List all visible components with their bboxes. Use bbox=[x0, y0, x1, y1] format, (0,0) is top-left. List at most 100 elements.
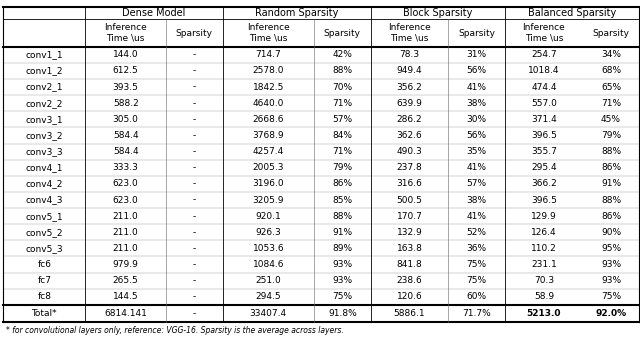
Text: 294.5: 294.5 bbox=[255, 292, 281, 301]
Text: 38%: 38% bbox=[467, 196, 487, 205]
Text: Random Sparsity: Random Sparsity bbox=[255, 8, 339, 18]
Text: -: - bbox=[193, 131, 196, 140]
Text: 41%: 41% bbox=[467, 163, 486, 172]
Text: 333.3: 333.3 bbox=[113, 163, 139, 172]
Text: 714.7: 714.7 bbox=[255, 50, 281, 59]
Text: conv3_1: conv3_1 bbox=[26, 115, 63, 124]
Text: -: - bbox=[193, 276, 196, 285]
Text: 1842.5: 1842.5 bbox=[253, 82, 284, 92]
Text: conv2_1: conv2_1 bbox=[26, 82, 63, 92]
Text: 979.9: 979.9 bbox=[113, 260, 139, 269]
Text: -: - bbox=[193, 147, 196, 156]
Text: 588.2: 588.2 bbox=[113, 99, 138, 108]
Text: 1053.6: 1053.6 bbox=[252, 244, 284, 253]
Text: -: - bbox=[193, 115, 196, 124]
Text: 86%: 86% bbox=[601, 212, 621, 221]
Text: 949.4: 949.4 bbox=[397, 66, 422, 76]
Text: 110.2: 110.2 bbox=[531, 244, 557, 253]
Text: conv5_3: conv5_3 bbox=[26, 244, 63, 253]
Text: 78.3: 78.3 bbox=[399, 50, 420, 59]
Text: 91%: 91% bbox=[332, 228, 353, 237]
Text: 144.0: 144.0 bbox=[113, 50, 138, 59]
Text: * for convolutional layers only, reference: VGG-16. Sparsity is the average acro: * for convolutional layers only, referen… bbox=[6, 325, 344, 334]
Text: -: - bbox=[193, 99, 196, 108]
Text: conv5_2: conv5_2 bbox=[26, 228, 63, 237]
Text: 2578.0: 2578.0 bbox=[253, 66, 284, 76]
Text: 70%: 70% bbox=[332, 82, 353, 92]
Text: 71%: 71% bbox=[601, 99, 621, 108]
Text: 88%: 88% bbox=[332, 212, 353, 221]
Text: conv3_3: conv3_3 bbox=[26, 147, 63, 156]
Text: 56%: 56% bbox=[467, 131, 487, 140]
Text: 120.6: 120.6 bbox=[397, 292, 422, 301]
Text: 356.2: 356.2 bbox=[397, 82, 422, 92]
Text: 91.8%: 91.8% bbox=[328, 309, 356, 318]
Text: 366.2: 366.2 bbox=[531, 179, 557, 188]
Text: 33407.4: 33407.4 bbox=[250, 309, 287, 318]
Text: 132.9: 132.9 bbox=[397, 228, 422, 237]
Text: 79%: 79% bbox=[601, 131, 621, 140]
Text: 371.4: 371.4 bbox=[531, 115, 557, 124]
Text: 305.0: 305.0 bbox=[113, 115, 139, 124]
Text: 71.7%: 71.7% bbox=[462, 309, 491, 318]
Text: -: - bbox=[193, 260, 196, 269]
Text: 5213.0: 5213.0 bbox=[527, 309, 561, 318]
Text: 231.1: 231.1 bbox=[531, 260, 557, 269]
Text: Block Sparsity: Block Sparsity bbox=[403, 8, 472, 18]
Text: 584.4: 584.4 bbox=[113, 131, 138, 140]
Text: 84%: 84% bbox=[332, 131, 352, 140]
Text: 265.5: 265.5 bbox=[113, 276, 138, 285]
Text: conv2_2: conv2_2 bbox=[26, 99, 63, 108]
Text: 2668.6: 2668.6 bbox=[253, 115, 284, 124]
Text: 500.5: 500.5 bbox=[397, 196, 422, 205]
Text: 93%: 93% bbox=[601, 276, 621, 285]
Text: 93%: 93% bbox=[601, 260, 621, 269]
Text: -: - bbox=[193, 244, 196, 253]
Text: 841.8: 841.8 bbox=[397, 260, 422, 269]
Text: 57%: 57% bbox=[332, 115, 353, 124]
Text: 396.5: 396.5 bbox=[531, 196, 557, 205]
Text: 1084.6: 1084.6 bbox=[253, 260, 284, 269]
Text: 237.8: 237.8 bbox=[397, 163, 422, 172]
Text: 920.1: 920.1 bbox=[255, 212, 281, 221]
Text: 4257.4: 4257.4 bbox=[253, 147, 284, 156]
Text: fc8: fc8 bbox=[37, 292, 51, 301]
Text: 1018.4: 1018.4 bbox=[528, 66, 559, 76]
Text: -: - bbox=[193, 179, 196, 188]
Text: 34%: 34% bbox=[601, 50, 621, 59]
Text: 71%: 71% bbox=[332, 99, 353, 108]
Text: -: - bbox=[193, 50, 196, 59]
Text: 91%: 91% bbox=[601, 179, 621, 188]
Text: 4640.0: 4640.0 bbox=[253, 99, 284, 108]
Text: conv4_2: conv4_2 bbox=[26, 179, 63, 188]
Text: conv1_1: conv1_1 bbox=[26, 50, 63, 59]
Text: 86%: 86% bbox=[332, 179, 353, 188]
Text: 3768.9: 3768.9 bbox=[252, 131, 284, 140]
Text: fc7: fc7 bbox=[37, 276, 51, 285]
Text: -: - bbox=[193, 292, 196, 301]
Text: 41%: 41% bbox=[467, 212, 486, 221]
Text: -: - bbox=[193, 163, 196, 172]
Text: 41%: 41% bbox=[467, 82, 486, 92]
Text: Total*: Total* bbox=[31, 309, 57, 318]
Text: 623.0: 623.0 bbox=[113, 196, 138, 205]
Text: 126.4: 126.4 bbox=[531, 228, 557, 237]
Text: 170.7: 170.7 bbox=[397, 212, 422, 221]
Text: 295.4: 295.4 bbox=[531, 163, 557, 172]
Text: -: - bbox=[193, 309, 196, 318]
Text: 45%: 45% bbox=[601, 115, 621, 124]
Text: Sparsity: Sparsity bbox=[458, 29, 495, 38]
Text: conv5_1: conv5_1 bbox=[26, 212, 63, 221]
Text: 584.4: 584.4 bbox=[113, 147, 138, 156]
Text: 36%: 36% bbox=[467, 244, 487, 253]
Text: 396.5: 396.5 bbox=[531, 131, 557, 140]
Text: 211.0: 211.0 bbox=[113, 212, 138, 221]
Text: 316.6: 316.6 bbox=[397, 179, 422, 188]
Text: -: - bbox=[193, 196, 196, 205]
Text: 612.5: 612.5 bbox=[113, 66, 138, 76]
Text: 88%: 88% bbox=[601, 147, 621, 156]
Text: 93%: 93% bbox=[332, 276, 353, 285]
Text: conv4_1: conv4_1 bbox=[26, 163, 63, 172]
Text: 211.0: 211.0 bbox=[113, 228, 138, 237]
Text: 362.6: 362.6 bbox=[397, 131, 422, 140]
